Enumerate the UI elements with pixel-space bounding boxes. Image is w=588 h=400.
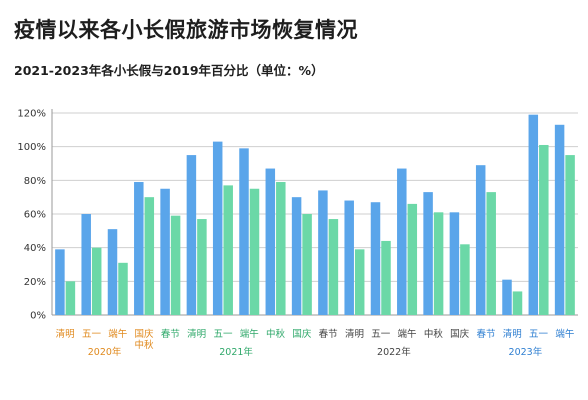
y-tick-label: 120% — [17, 109, 46, 120]
bar-series-1 — [554, 124, 565, 316]
bar-series-1 — [528, 114, 539, 315]
year-group-label: 2020年 — [88, 346, 122, 358]
bar-series-1 — [160, 188, 170, 315]
year-group-label: 2022年 — [377, 346, 411, 358]
bar-series-1 — [134, 182, 144, 315]
bar-series-2 — [144, 197, 155, 315]
x-tick-label: 中秋 — [266, 328, 286, 340]
y-tick-label: 80% — [24, 176, 46, 187]
x-tick-label: 端午 — [555, 328, 574, 340]
bar-series-2 — [565, 155, 575, 315]
bar-series-2 — [328, 219, 339, 315]
bar-series-1 — [107, 229, 118, 315]
x-tick-label: 国庆 — [292, 328, 312, 340]
bar-series-1 — [318, 190, 328, 315]
y-tick-label: 20% — [24, 277, 46, 288]
bar-series-1 — [186, 155, 197, 315]
bar-series-2 — [302, 214, 312, 315]
bar-series-1 — [239, 148, 249, 315]
x-tick-label: 端午 — [108, 328, 127, 340]
bar-series-1 — [291, 197, 302, 315]
bar-series-1 — [449, 212, 460, 315]
bar-series-2 — [249, 188, 260, 315]
x-tick-label: 端午 — [398, 328, 417, 340]
x-tick-label: 中秋 — [135, 339, 155, 351]
x-tick-label: 五一 — [529, 329, 549, 340]
bar-series-2 — [407, 203, 418, 315]
x-tick-label: 国庆 — [135, 328, 155, 340]
x-tick-label: 国庆 — [450, 328, 470, 340]
y-tick-label: 100% — [17, 142, 46, 153]
y-tick-label: 0% — [30, 311, 46, 322]
bar-series-1 — [344, 200, 354, 315]
x-tick-label: 五一 — [213, 329, 233, 340]
bar-series-1 — [55, 249, 65, 315]
bar-series-2 — [460, 244, 470, 315]
y-tick-label: 40% — [24, 243, 46, 254]
bar-series-1 — [475, 165, 486, 315]
bar-series-1 — [502, 279, 512, 315]
bar-series-1 — [81, 214, 91, 315]
bar-series-2 — [118, 262, 128, 315]
bar-series-2 — [433, 212, 444, 315]
bar-series-2 — [381, 240, 391, 315]
bar-series-2 — [65, 281, 76, 315]
bar-series-2 — [197, 219, 207, 315]
bar-series-1 — [397, 168, 407, 315]
bar-series-2 — [539, 144, 549, 315]
bar-series-2 — [170, 215, 181, 315]
x-tick-label: 五一 — [371, 329, 391, 340]
x-tick-label: 春节 — [161, 328, 180, 340]
x-tick-label: 清明 — [187, 328, 206, 340]
chart-title: 疫情以来各小长假旅游市场恢复情况 — [14, 18, 358, 42]
chart-subtitle: 2021-2023年各小长假与2019年百分比（单位：%） — [14, 63, 324, 78]
bar-series-1 — [370, 202, 381, 315]
bar-series-1 — [265, 168, 276, 315]
bar-series-2 — [223, 185, 233, 315]
x-tick-label: 清明 — [345, 328, 364, 340]
x-tick-label: 端午 — [240, 328, 259, 340]
bar-series-2 — [354, 249, 365, 315]
bar-series-1 — [212, 141, 223, 315]
x-tick-label: 五一 — [82, 329, 102, 340]
x-tick-label: 清明 — [503, 328, 522, 340]
bar-series-2 — [512, 291, 523, 315]
bar-series-2 — [91, 247, 102, 315]
year-group-label: 2021年 — [219, 346, 253, 358]
y-tick-label: 60% — [24, 210, 46, 221]
bar-series-2 — [276, 182, 286, 315]
x-tick-label: 中秋 — [424, 328, 444, 340]
bar-series-2 — [486, 192, 496, 315]
year-group-label: 2023年 — [509, 346, 543, 358]
x-tick-label: 春节 — [319, 328, 338, 340]
x-tick-label: 春节 — [476, 328, 495, 340]
x-tick-label: 清明 — [56, 328, 75, 340]
bar-series-1 — [423, 192, 433, 315]
